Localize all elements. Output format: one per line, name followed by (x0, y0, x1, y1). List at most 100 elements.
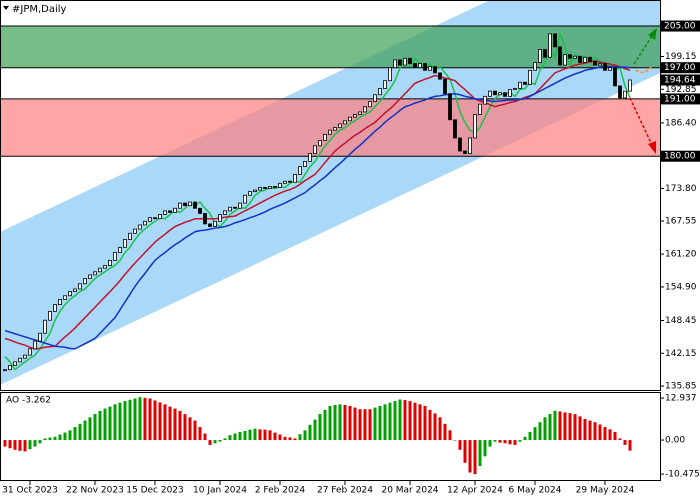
y-tick-label: 173.80 (665, 184, 697, 194)
candle (293, 174, 297, 183)
ao-bar (43, 438, 47, 441)
ao-bar (528, 431, 532, 441)
ao-bar (498, 440, 502, 443)
candle (168, 210, 172, 213)
target-arrow-down (629, 97, 653, 146)
y-tick-label: 199.15 (665, 52, 697, 62)
ao-bar (353, 407, 357, 441)
ao-bar (193, 420, 197, 441)
candle (458, 137, 462, 152)
ao-bar (258, 429, 262, 441)
ao-bar (333, 404, 337, 441)
ao-bar (53, 436, 57, 441)
candle (323, 133, 327, 141)
axis-layer: 31 Oct 2023 22 Nov 2023 15 Dec 2023 10 Jan … (2, 20, 700, 496)
candle (268, 186, 272, 189)
ao-bar (603, 427, 607, 441)
candle (328, 129, 332, 135)
candle (493, 90, 497, 96)
ao-bar (313, 419, 317, 441)
plot-layer (0, 25, 660, 475)
ao-bar (133, 398, 137, 441)
menu-triangle[interactable] (3, 6, 9, 10)
candle (618, 85, 622, 99)
ao-bar (373, 407, 377, 441)
candle (253, 189, 257, 193)
ao-bar (518, 440, 522, 442)
ao-bar (118, 402, 122, 441)
candle (573, 55, 577, 59)
candle (353, 114, 357, 118)
candle (88, 274, 92, 279)
trend-channel (0, 0, 660, 385)
y-tick-label: 186.40 (665, 118, 697, 128)
candle (628, 79, 632, 92)
y-tick-label: 142.15 (665, 349, 697, 359)
ao-bar (573, 414, 577, 441)
candle (23, 354, 27, 359)
ao-bar (423, 405, 427, 441)
ao-bar (173, 408, 177, 441)
ao-bar (393, 401, 397, 441)
candle (423, 63, 427, 71)
level-label-bg (661, 93, 700, 105)
ao-bar (623, 440, 627, 445)
main-frame (0, 0, 661, 391)
candle (508, 89, 512, 97)
candle (428, 66, 432, 71)
candle (478, 103, 482, 115)
ao-bar (483, 440, 487, 457)
ao-bar (308, 424, 312, 441)
candle (223, 210, 227, 215)
candle (463, 150, 467, 155)
y-tick-label: 167.55 (665, 217, 697, 227)
candle (298, 166, 302, 175)
candle (273, 186, 277, 188)
ao-bar (103, 408, 107, 441)
candle (343, 120, 347, 125)
ao-bar (23, 440, 27, 452)
ao-bar (123, 401, 127, 441)
ao-bar (513, 440, 517, 445)
x-tick-label: 31 Oct 2023 (2, 486, 58, 496)
candle (348, 116, 352, 122)
ao-bar (628, 440, 632, 451)
candle (133, 228, 137, 234)
candle (608, 67, 612, 71)
candle (553, 33, 557, 48)
candle (533, 62, 537, 71)
candle (403, 57, 407, 66)
ao-bar (48, 437, 52, 441)
ao-bar (68, 430, 72, 441)
candle (518, 81, 522, 89)
candle (483, 95, 487, 105)
candle (43, 319, 47, 334)
ao-bar (558, 411, 562, 441)
candle (468, 137, 472, 155)
candle (308, 153, 312, 162)
candle (178, 202, 182, 209)
level-label: 191.00 (664, 94, 696, 104)
ao-bar (198, 427, 202, 441)
candle (13, 361, 17, 366)
candle (193, 201, 197, 209)
candle (148, 217, 152, 222)
ao-bar (3, 440, 7, 447)
ao-bar (523, 436, 527, 441)
arrow-head-down (648, 141, 656, 154)
ao-bar (403, 400, 407, 441)
candle (228, 206, 232, 212)
y-tick-label: 148.45 (665, 316, 697, 326)
ao-frame (0, 392, 661, 481)
ao-bar (108, 406, 112, 441)
candle (93, 271, 97, 276)
candle (158, 214, 162, 220)
ao-bar (63, 432, 67, 441)
ao-bar (473, 440, 477, 475)
candle (278, 182, 282, 188)
chart-title: #JPM,Daily (12, 4, 67, 15)
candle (68, 291, 72, 297)
candle (613, 67, 617, 87)
candle (318, 140, 322, 147)
candle (113, 252, 117, 261)
